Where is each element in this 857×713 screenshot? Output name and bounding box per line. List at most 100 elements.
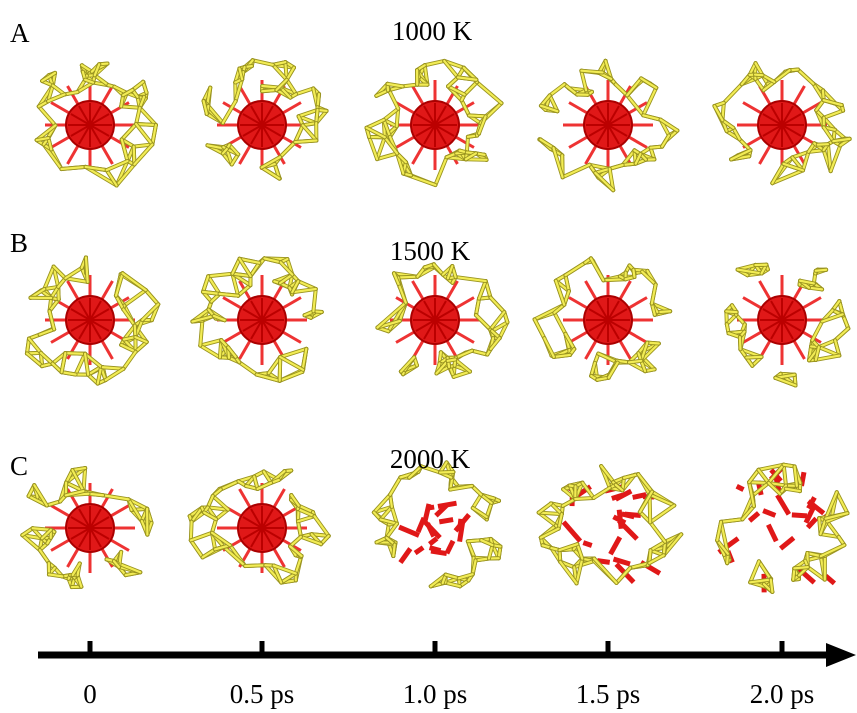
core-bond [750,513,759,521]
core-bond [430,538,437,544]
cluster [717,465,847,593]
cage-bond [123,273,146,290]
cluster [377,264,507,377]
temperature-label: 1000 K [392,16,473,46]
cage-bond [824,111,843,118]
core-bond [826,576,835,584]
cage-bond [245,565,265,566]
temperature-label: 1500 K [390,236,471,266]
cage-bond [724,84,742,103]
cluster [367,61,502,185]
clusters [22,60,849,592]
cage-bond [616,84,628,95]
cluster [27,257,158,383]
cage-bond [239,362,256,374]
cage-bond [44,267,53,289]
cage-bond [749,470,758,482]
cage-bond [794,567,807,568]
cage-bond [565,263,585,276]
cage-bond [280,349,306,357]
core-bond [768,525,776,541]
core-bond [430,548,441,551]
core-bond [612,495,623,498]
cluster [204,60,327,178]
cage-bond [146,290,158,304]
cage-bond [816,270,826,271]
cage-bond [280,357,281,381]
cage-bond [554,313,565,334]
core-bond [792,515,807,516]
time-label: 0.5 ps [230,679,295,709]
core-bond [418,518,424,532]
cage-bond [393,545,394,556]
cage-bond [798,70,813,84]
core-bond [428,523,434,536]
cage-bond [280,372,303,381]
cage-bond [262,90,276,91]
cage-bond [106,369,124,380]
cage-bond [643,88,656,115]
cage-bond [473,495,481,508]
cage-bond [469,115,486,116]
cage-bond [88,494,103,496]
cage-bond [65,353,85,354]
page: A 1000 K B 1500 K C 2000 K 00.5 ps1.0 ps… [0,0,857,713]
cage-bond [641,78,656,87]
core-bond [781,538,794,549]
cage-bond [295,140,316,142]
cage-bond [191,522,192,541]
cluster [190,470,329,582]
cluster [539,466,681,583]
cage-bond [65,268,81,278]
cage-bond [191,533,212,541]
cluster [726,265,848,386]
cage-bond [477,82,502,103]
cage-bond [465,82,477,94]
panel-label: C [10,451,28,481]
panel-label: B [10,228,28,258]
cluster [374,462,500,586]
core-bond [425,504,429,520]
cage-bond [755,75,762,76]
cage-bond [29,339,41,353]
core-bond [460,519,461,531]
cluster [22,468,151,587]
cage-bond [591,258,603,280]
core-bond [613,559,630,564]
time-label: 0 [83,679,97,709]
cluster [714,63,849,183]
cluster [539,61,677,190]
core-bond [610,537,619,554]
timeline-arrow [826,643,856,667]
cage-bond [633,270,634,277]
cage-bond [650,505,674,522]
cage-bond [191,540,203,557]
cluster [37,64,156,186]
cage-bond [831,145,841,171]
cage-bond [298,521,301,536]
cage-bond [563,165,590,177]
core-bond [415,548,423,554]
cage-bond [369,137,377,159]
cluster [192,258,321,380]
cage-bond [200,346,220,358]
cage-bond [390,477,400,494]
cage-bond [835,328,848,340]
cage-bond [467,137,468,153]
cage-bond [650,522,665,541]
temperature-label: 2000 K [390,444,471,474]
core-bond [400,549,410,563]
cage-bond [280,142,295,157]
cage-bond [837,492,848,513]
cage-bond [448,360,455,361]
cage-bond [121,106,140,107]
cage-bond [232,259,239,274]
time-label: 1.0 ps [403,679,468,709]
cage-bond [136,124,152,144]
cage-bond [367,120,384,128]
cage-bond [435,157,446,185]
cage-bond [726,311,736,312]
cage-bond [740,337,741,349]
cluster [535,258,670,379]
figure: A 1000 K B 1500 K C 2000 K 00.5 ps1.0 ps… [0,0,857,713]
